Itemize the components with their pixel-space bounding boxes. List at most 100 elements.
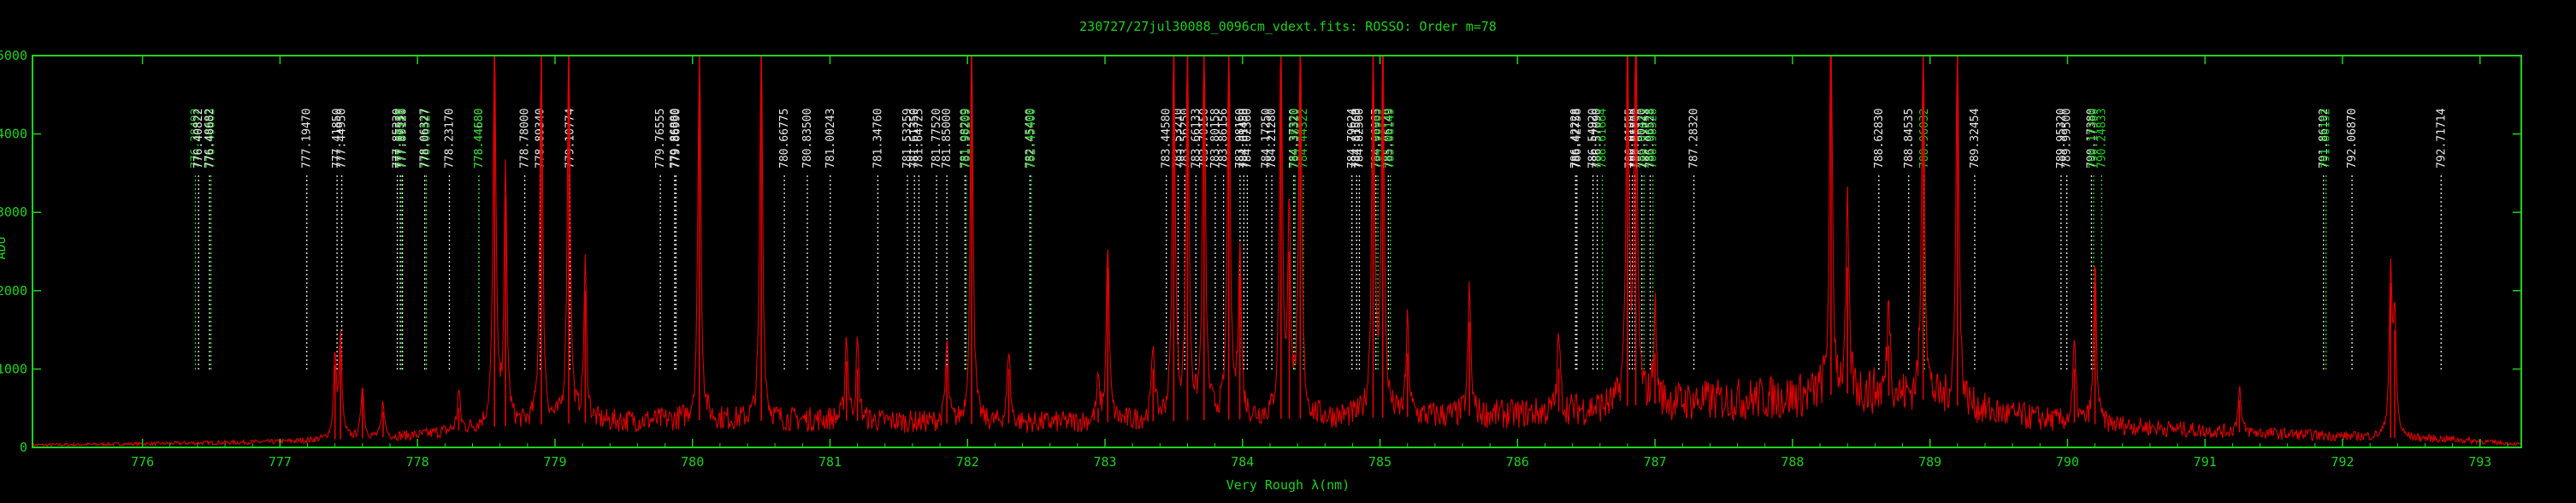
line-id-label-82: 792.71714 — [2435, 108, 2448, 169]
spectrum-series — [32, 55, 2522, 448]
line-id-label-14: 778.44680 — [473, 109, 486, 169]
line-id-label-3: 776.48682 — [204, 109, 216, 169]
x-tick-label-16: 792 — [2331, 454, 2354, 470]
x-tick-label-15: 791 — [2194, 454, 2217, 470]
line-id-label-11: 778.06527 — [421, 109, 434, 169]
line-id-label-20: 779.86880 — [669, 109, 682, 169]
line-id-label-60: 786.57090 — [1592, 109, 1604, 169]
line-id-label-70: 788.62830 — [1873, 109, 1886, 169]
line-id-label-65: 786.90420 — [1636, 109, 1649, 169]
x-tick-label-17: 793 — [2468, 454, 2491, 470]
line-id-label-78: 790.24833 — [2095, 109, 2108, 169]
line-id-label-73: 789.32454 — [1969, 108, 1982, 169]
line-id-label-31: 781.98209 — [959, 109, 972, 169]
line-id-label-6: 777.44950 — [336, 109, 349, 169]
x-tick-label-13: 789 — [1918, 454, 1941, 470]
axis-ticks: 776 777 778 779 780 781 782 783 784 785 786 787 788 7… — [0, 48, 2521, 470]
plot-frame — [32, 55, 2522, 448]
line-id-label-4: 777.19470 — [301, 109, 314, 169]
line-id-label-10: 777.88120 — [395, 109, 408, 169]
y-tick-label-1: 1000 — [0, 361, 27, 376]
line-id-label-19: 779.76555 — [654, 109, 667, 169]
x-tick-label-14: 790 — [2056, 454, 2079, 470]
line-id-label-44: 784.02360 — [1241, 109, 1254, 169]
line-id-label-51: 784.81560 — [1350, 109, 1363, 169]
line-id-label-22: 780.66775 — [778, 109, 791, 169]
line-id-label-57: 786.42228 — [1569, 109, 1582, 169]
line-id-label-16: 778.78000 — [519, 109, 532, 169]
line-id-label-25: 781.34760 — [871, 109, 884, 169]
line-id-label-56: 785.06149 — [1385, 109, 1397, 169]
x-axis-label: Very Rough λ(nm) — [1226, 477, 1350, 493]
line-id-label-67: 786.96528 — [1645, 109, 1657, 169]
line-id-label-66: 786.91033 — [1638, 109, 1651, 169]
y-tick-label-4: 4000 — [0, 127, 27, 142]
line-id-label-55: 785.06149 — [1382, 109, 1395, 169]
line-id-label-80: 791.86192 — [2320, 109, 2333, 169]
line-id-label-1: 776.40822 — [192, 109, 205, 169]
x-tick-label-0: 776 — [131, 454, 154, 470]
line-id-label-29: 781.77520 — [931, 109, 943, 169]
line-id-label-69: 787.28320 — [1688, 109, 1701, 169]
line-id-label-74: 789.95320 — [2055, 109, 2068, 169]
line-id-label-7: 777.87530 — [394, 109, 407, 169]
line-id-label-18: 779.10774 — [564, 108, 576, 169]
x-tick-label-11: 787 — [1644, 454, 1667, 470]
x-tick-label-7: 783 — [1093, 454, 1116, 470]
x-tick-label-6: 782 — [956, 454, 979, 470]
line-id-label-38: 783.66133 — [1190, 109, 1202, 169]
line-id-label-77: 790.17380 — [2088, 109, 2100, 169]
line-id-label-45: 784.17250 — [1261, 109, 1273, 169]
line-id-label-33: 782.45400 — [1024, 109, 1037, 169]
line-id-label-68: 786.98528 — [1647, 109, 1660, 169]
y-tick-label-0: 0 — [20, 440, 27, 455]
x-tick-label-8: 784 — [1231, 454, 1254, 470]
line-id-label-72: 788.96032 — [1918, 109, 1931, 169]
line-id-label-32: 781.99209 — [960, 109, 973, 169]
line-id-label-50: 784.79624 — [1346, 108, 1359, 169]
line-id-label-36: 783.53210 — [1173, 109, 1185, 169]
y-tick-label-5: 5000 — [0, 48, 27, 63]
line-id-label-79: 791.86192 — [2318, 109, 2331, 169]
line-id-label-12: 778.06327 — [419, 109, 432, 169]
line-id-label-0: 776.38492 — [190, 109, 203, 169]
line-id-label-47: 784.37320 — [1288, 109, 1301, 169]
x-tick-label-2: 778 — [406, 454, 429, 470]
line-id-label-28: 781.64725 — [913, 109, 926, 169]
line-id-label-8: 777.85330 — [392, 109, 405, 169]
line-id-label-34: 782.45400 — [1025, 109, 1038, 169]
line-id-label-27: 781.61350 — [908, 109, 921, 169]
line-id-label-42: 783.98160 — [1234, 109, 1247, 169]
line-id-label-52: 784.82560 — [1353, 109, 1366, 169]
line-id-label-35: 783.44580 — [1161, 109, 1173, 169]
line-id-label-59: 786.54920 — [1587, 109, 1600, 169]
y-tick-label-3: 3000 — [0, 204, 27, 220]
line-id-label-9: 777.89120 — [397, 109, 410, 169]
y-axis-label: ADU — [0, 236, 9, 259]
line-id-label-5: 777.41850 — [331, 109, 344, 169]
line-id-label-58: 786.42758 — [1571, 109, 1584, 169]
line-id-label-71: 788.84535 — [1903, 109, 1916, 169]
line-id-label-81: 792.06870 — [2346, 109, 2359, 169]
spectrum-line — [32, 55, 2522, 448]
line-id-label-30: 781.85000 — [941, 109, 954, 169]
line-id-label-23: 780.83500 — [801, 109, 814, 169]
x-tick-label-10: 786 — [1506, 454, 1529, 470]
x-tick-label-12: 788 — [1781, 454, 1804, 470]
line-id-label-46: 784.21280 — [1266, 109, 1279, 169]
line-id-label-61: 786.61664 — [1597, 108, 1610, 169]
line-id-label-75: 789.99500 — [2061, 109, 2074, 169]
line-id-label-40: 783.80158 — [1209, 109, 1222, 169]
x-tick-label-5: 781 — [818, 454, 842, 470]
x-tick-label-9: 785 — [1368, 454, 1391, 470]
y-tick-label-2: 2000 — [0, 283, 27, 299]
x-tick-label-4: 780 — [681, 454, 704, 470]
x-tick-label-3: 779 — [543, 454, 566, 470]
line-id-label-24: 781.00243 — [824, 109, 837, 169]
x-tick-label-1: 777 — [269, 454, 292, 470]
line-id-label-43: 784.01450 — [1238, 109, 1250, 169]
chart-title: 230727/27jul30088_0096cm_vdext.fits: ROS… — [1079, 19, 1497, 34]
line-id-label-13: 778.23170 — [443, 109, 456, 169]
line-id-label-76: 790.17380 — [2085, 109, 2098, 169]
